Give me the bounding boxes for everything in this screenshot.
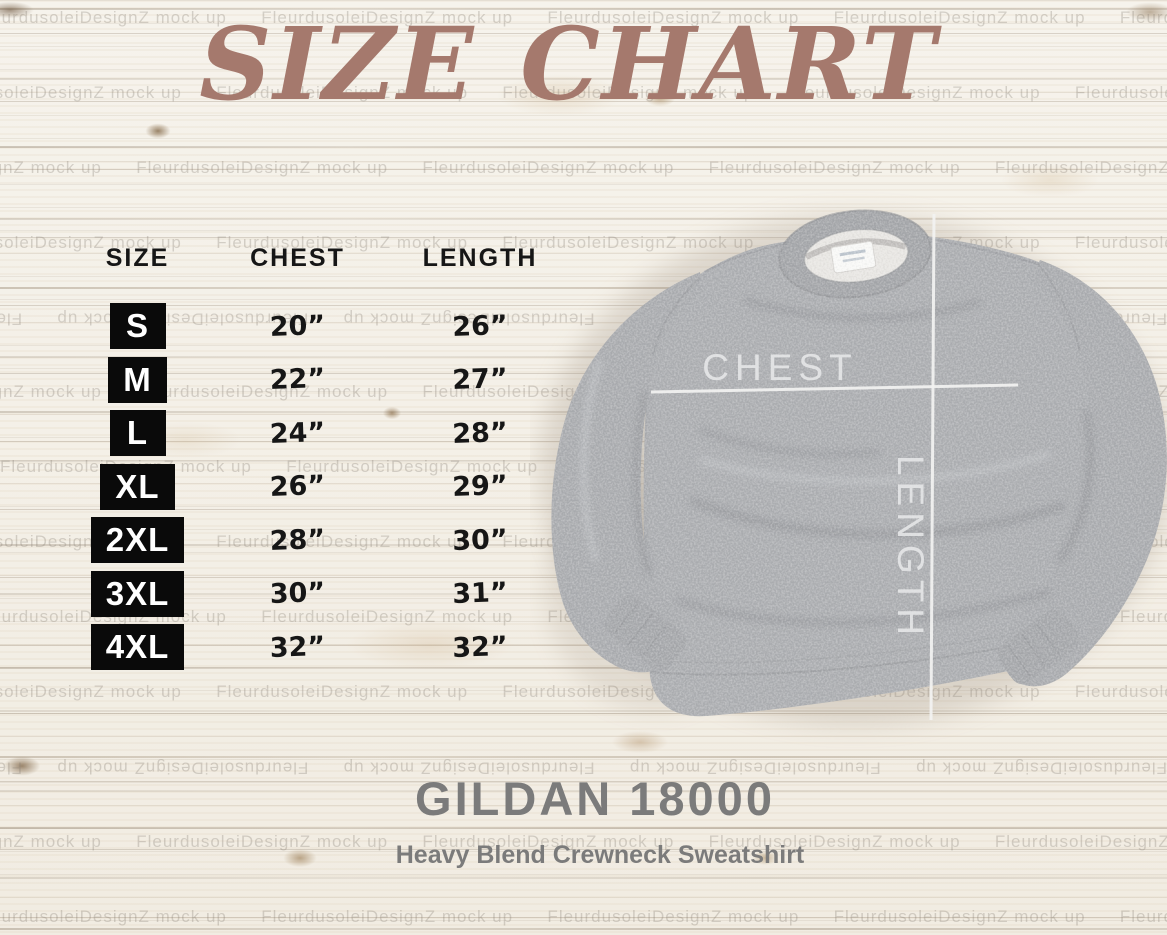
length-measure-line	[929, 213, 936, 721]
chest-value: 20”	[269, 309, 326, 343]
table-row: 4XL 32” 32”	[60, 624, 580, 670]
chest-label: CHEST	[702, 347, 857, 388]
page-title: SIZE CHART	[199, 5, 938, 123]
size-badge: L	[109, 410, 166, 456]
plank-line	[0, 790, 1167, 792]
table-row: S 20” 26”	[60, 303, 580, 349]
table-row: 3XL 30” 31”	[60, 570, 580, 617]
plank-line	[0, 218, 1167, 220]
size-badge: 4XL	[90, 624, 185, 670]
length-label: LENGTH	[890, 455, 931, 641]
left-sleeve	[551, 272, 700, 673]
size-badge: S	[109, 303, 166, 349]
plank-line	[0, 78, 1167, 80]
plank-line	[0, 928, 1167, 930]
size-table: SIZE CHEST LENGTH S 20” 26” M 22” 27” L …	[60, 244, 580, 678]
chest-value: 24”	[269, 416, 326, 450]
plank-line	[0, 287, 1167, 289]
left-cuff	[604, 594, 687, 671]
plank-line	[0, 8, 1167, 10]
plank-line	[0, 710, 1167, 712]
plank-line	[0, 827, 1167, 829]
plank-line	[0, 146, 1167, 148]
table-row: M 22” 27”	[60, 356, 580, 403]
size-badge: XL	[100, 463, 175, 510]
product-description: Heavy Blend Crewneck Sweatshirt	[395, 841, 805, 869]
chest-value: 30”	[269, 577, 326, 610]
table-row: 2XL 28” 30”	[60, 517, 580, 563]
chest-value: 28”	[269, 523, 326, 557]
size-badge: 2XL	[90, 517, 185, 563]
table-body: S 20” 26” M 22” 27” L 24” 28” XL 26” 29”…	[60, 303, 580, 670]
right-sleeve	[1002, 260, 1167, 687]
chest-value: 32”	[269, 630, 326, 664]
table-row: XL 26” 29”	[60, 463, 580, 510]
product-name: GILDAN 18000	[415, 772, 775, 825]
collar	[778, 209, 932, 299]
size-badge: M	[108, 356, 167, 403]
sweatshirt-body	[643, 229, 1112, 717]
sweatshirt-photo: CHEST LENGTH	[540, 209, 1167, 725]
sweatshirt	[551, 209, 1167, 717]
right-cuff	[997, 609, 1080, 685]
chest-measure-line	[650, 383, 1019, 394]
fabric-highlights	[580, 359, 1051, 561]
header-chest: CHEST	[250, 244, 345, 272]
seams	[652, 237, 1081, 355]
chest-value: 22”	[269, 363, 326, 396]
header-length: LENGTH	[422, 244, 538, 272]
table-row: L 24” 28”	[60, 410, 580, 456]
plank-line	[0, 756, 1167, 758]
fabric-creases	[632, 296, 1095, 627]
table-header-row: SIZE CHEST LENGTH	[60, 244, 580, 273]
neck-tag	[830, 240, 877, 274]
chest-value: 26”	[269, 470, 326, 503]
header-size: SIZE	[105, 244, 170, 272]
size-badge: 3XL	[90, 570, 185, 617]
plank-line	[0, 877, 1167, 879]
